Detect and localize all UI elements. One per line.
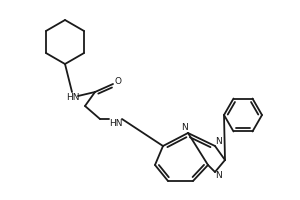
Text: HN: HN	[109, 118, 123, 128]
Text: N: N	[216, 136, 222, 146]
Text: O: O	[115, 77, 122, 86]
Text: N: N	[181, 122, 188, 132]
Text: N: N	[216, 170, 222, 180]
Text: HN: HN	[66, 92, 80, 102]
